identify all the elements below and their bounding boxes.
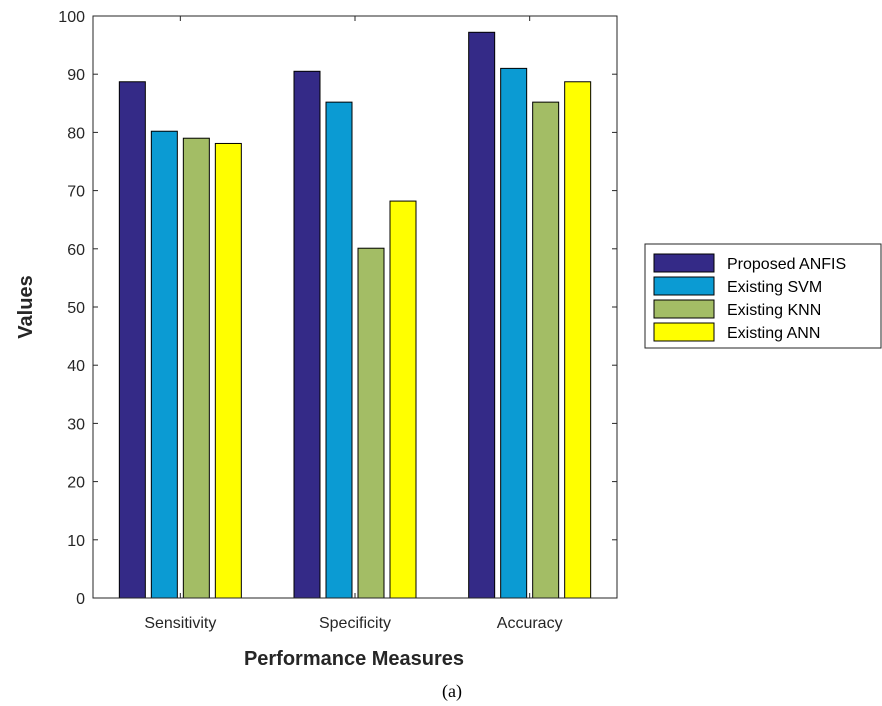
y-tick-label: 20 — [67, 475, 85, 492]
legend-swatch — [653, 276, 715, 296]
bar-accuracy-proposed-anfis — [468, 31, 496, 599]
y-tick-label: 10 — [67, 533, 85, 550]
y-axis-title: Values — [15, 275, 37, 338]
y-tick-label: 0 — [76, 591, 85, 608]
x-tick-label: Accuracy — [497, 615, 563, 632]
bar-accuracy-existing-knn — [532, 101, 560, 599]
legend-swatch — [653, 322, 715, 342]
x-axis-title: Performance Measures — [244, 648, 464, 670]
x-tick-label: Specificity — [319, 615, 391, 632]
bar-specificity-proposed-anfis — [293, 70, 321, 599]
y-tick-label: 30 — [67, 416, 85, 433]
legend-label: Existing SVM — [727, 279, 822, 296]
legend-swatch — [653, 253, 715, 273]
legend: Proposed ANFIS Existing SVM Existing KNN Ex… — [644, 243, 882, 349]
y-tick-label: 40 — [67, 358, 85, 375]
y-tick-label: 50 — [67, 300, 85, 317]
y-tick-label: 100 — [58, 9, 85, 26]
bar-specificity-existing-svm — [325, 101, 353, 599]
bar-accuracy-existing-svm — [500, 67, 528, 599]
y-tick-label: 70 — [67, 184, 85, 201]
bar-specificity-existing-ann — [389, 200, 417, 599]
bar-sensitivity-existing-ann — [214, 142, 242, 599]
legend-label: Existing KNN — [727, 302, 821, 319]
bars-group — [118, 31, 592, 599]
ticks-group: 0 10 20 30 40 50 60 70 80 90 100 Sensitivity Specifi… — [58, 9, 617, 632]
y-tick-label: 80 — [67, 125, 85, 142]
legend-label: Existing ANN — [727, 325, 820, 342]
bar-sensitivity-existing-svm — [150, 130, 178, 599]
y-tick-label: 90 — [67, 67, 85, 84]
bar-accuracy-existing-ann — [564, 81, 592, 599]
bar-sensitivity-proposed-anfis — [118, 81, 146, 599]
y-tick-label: 60 — [67, 242, 85, 259]
bar-specificity-existing-knn — [357, 247, 385, 599]
x-tick-label: Sensitivity — [144, 615, 216, 632]
bar-sensitivity-existing-knn — [182, 137, 210, 599]
figure-caption: (a) — [442, 681, 462, 702]
legend-swatch — [653, 299, 715, 319]
legend-label: Proposed ANFIS — [727, 256, 846, 273]
